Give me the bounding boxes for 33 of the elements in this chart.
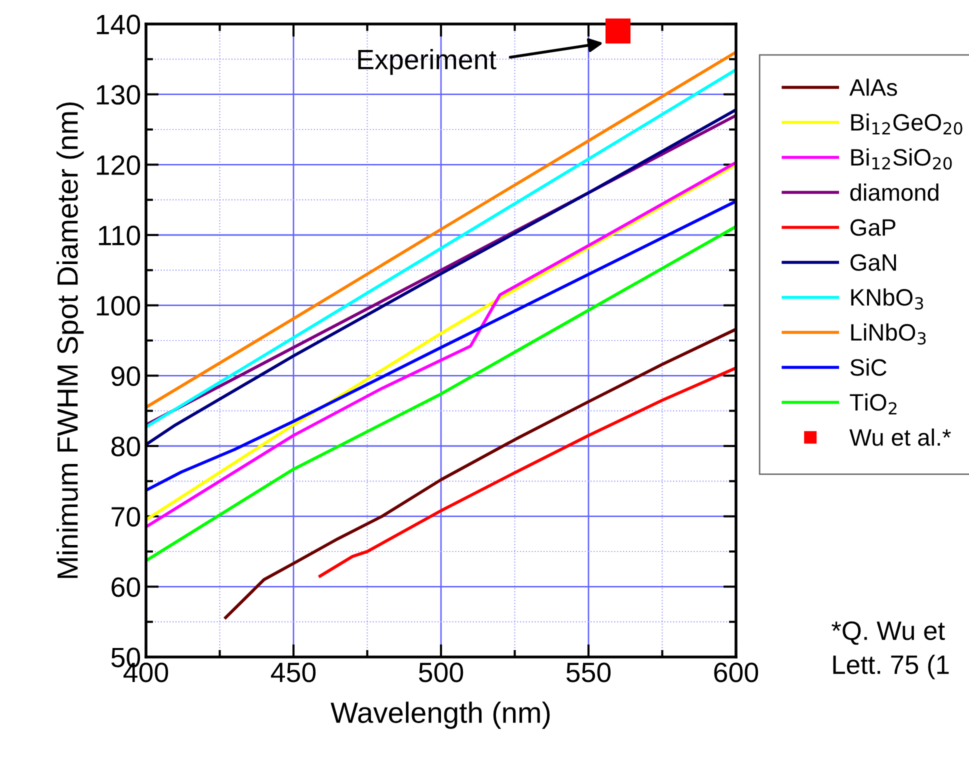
line-series [146, 225, 736, 562]
line-series [318, 366, 736, 578]
legend-label: Wu et al.* [849, 428, 951, 446]
y-tick-label: 90 [112, 366, 140, 386]
y-tick-label: 100 [96, 296, 140, 316]
legend-label: SiC [850, 358, 886, 376]
x-tick-label: 500 [418, 662, 464, 682]
x-tick-label: 550 [566, 662, 611, 682]
legend-label: TiO$_{2}$ [850, 393, 896, 414]
y-tick-label: 80 [111, 436, 140, 456]
legend-label: KNbO$_{3}$ [851, 288, 924, 310]
y-axis-title: Minimum FWHM Spot Diameter (nm) [56, 102, 84, 578]
legend-label: Bi$_{12}$GeO$_{20}$ [851, 113, 962, 135]
x-axis-title: Wavelength (nm) [330, 702, 550, 729]
x-tick-label: 600 [714, 662, 758, 682]
x-tick-label: 450 [270, 662, 316, 682]
y-tick-label: 70 [112, 507, 140, 527]
text: Lett. 75 (1 [833, 654, 949, 680]
y-tick-label: 120 [96, 155, 140, 176]
line-series [146, 200, 736, 492]
legend-label: Bi$_{12}$SiO$_{20}$ [851, 148, 952, 170]
legend-label: GaP [850, 219, 896, 236]
annotation: Experiment [358, 49, 496, 75]
y-tick-label: 110 [98, 226, 140, 246]
legend-label: LiNbO$_{3}$ [851, 323, 926, 345]
line-series [224, 328, 736, 620]
text: *Q. Wu et [832, 621, 945, 645]
legend-label: diamond [850, 184, 938, 201]
legend-label: AlAs [849, 78, 898, 96]
y-tick-label: 140 [96, 14, 140, 34]
legend-label: GaN [850, 254, 896, 271]
y-tick-label: 60 [112, 577, 140, 598]
y-tick-label: 130 [96, 85, 140, 105]
